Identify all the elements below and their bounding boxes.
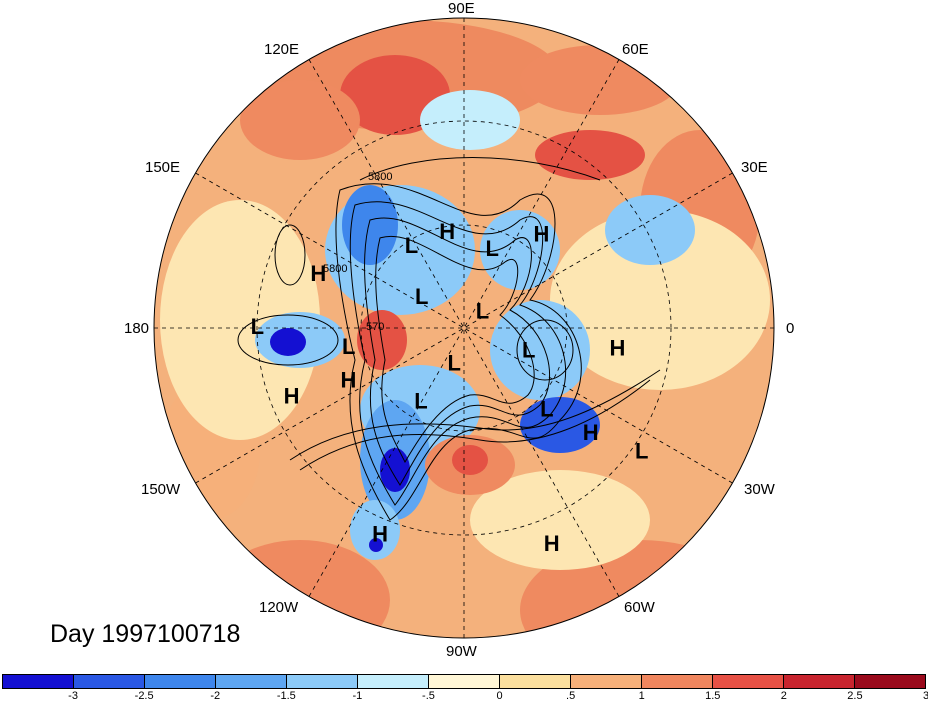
high-pressure-label: H bbox=[284, 383, 300, 408]
high-pressure-label: H bbox=[610, 335, 626, 360]
map-title: Day 1997100718 bbox=[50, 620, 241, 648]
warm-anomaly-urals bbox=[535, 130, 645, 180]
lon-label-60w: 60W bbox=[624, 599, 655, 616]
low-pressure-label: L bbox=[635, 438, 648, 463]
colorbar-tick-label: 0 bbox=[496, 690, 503, 702]
high-pressure-label: H bbox=[534, 221, 550, 246]
colorbar-segment bbox=[571, 675, 642, 688]
lon-label-150w: 150W bbox=[141, 481, 181, 498]
low-pressure-label: L bbox=[405, 233, 418, 258]
contour-label: 570 bbox=[366, 321, 384, 333]
low-pressure-label: L bbox=[447, 350, 460, 375]
colorbar-segment bbox=[145, 675, 216, 688]
cool-anomaly bbox=[490, 300, 590, 400]
height-contours bbox=[237, 157, 661, 521]
warm-anomaly bbox=[520, 45, 680, 115]
colorbar-segment bbox=[855, 675, 925, 688]
colorbar-segment bbox=[500, 675, 571, 688]
high-pressure-label: H bbox=[372, 521, 388, 546]
colorbar-tick-label: 2.5 bbox=[847, 690, 863, 702]
cold-anomaly bbox=[380, 448, 410, 492]
cool-anomaly bbox=[605, 195, 695, 265]
low-pressure-label: L bbox=[251, 314, 264, 339]
low-pressure-label: L bbox=[486, 236, 499, 261]
colorbar-tick-label: .5 bbox=[566, 690, 576, 702]
low-pressure-label: L bbox=[540, 397, 553, 422]
low-pressure-label: L bbox=[342, 334, 355, 359]
lon-label-120w: 120W bbox=[259, 599, 299, 616]
lon-label-30e: 30E bbox=[741, 159, 768, 176]
lon-label-60e: 60E bbox=[622, 41, 649, 58]
low-pressure-label: L bbox=[414, 388, 427, 413]
colorbar-tick-label: 1.5 bbox=[705, 690, 721, 702]
colorbar-segment bbox=[429, 675, 500, 688]
colorbar-tick-label: -2.5 bbox=[134, 690, 154, 702]
cool-anomaly bbox=[480, 210, 560, 290]
warm-anomaly bbox=[445, 305, 495, 345]
colorbar-tick-label: 1 bbox=[638, 690, 645, 702]
high-pressure-label: H bbox=[341, 368, 357, 393]
colorbar-segment bbox=[642, 675, 713, 688]
low-pressure-label: L bbox=[522, 337, 535, 362]
colorbar bbox=[2, 674, 926, 689]
lat-lon-grid bbox=[154, 18, 774, 638]
high-pressure-label: H bbox=[544, 531, 560, 556]
colorbar-segment bbox=[216, 675, 287, 688]
lon-label-90w: 90W bbox=[446, 643, 477, 660]
low-pressure-label: L bbox=[415, 284, 428, 309]
colorbar-tick-label: -.5 bbox=[422, 690, 435, 702]
colorbar-segment bbox=[713, 675, 784, 688]
cold-anomaly bbox=[270, 328, 306, 356]
neutral-anomaly bbox=[160, 200, 320, 440]
high-pressure-label: H bbox=[310, 261, 326, 286]
warm-anomaly-us bbox=[452, 445, 488, 475]
anomaly-field bbox=[154, 18, 774, 638]
colorbar-segment bbox=[784, 675, 855, 688]
colorbar-tick-label: -2 bbox=[210, 690, 221, 702]
colorbar-segment bbox=[74, 675, 145, 688]
lon-label-30w: 30W bbox=[744, 481, 775, 498]
high-pressure-label: H bbox=[583, 420, 599, 445]
colorbar-segment bbox=[358, 675, 429, 688]
colorbar-segment bbox=[287, 675, 358, 688]
colorbar-tick-label: 3 bbox=[922, 690, 928, 702]
colorbar-tick-label: -3 bbox=[68, 690, 78, 702]
colorbar-tick-label: 2 bbox=[780, 690, 787, 702]
contour-label: 5800 bbox=[368, 171, 392, 183]
lon-label-180: 180 bbox=[124, 320, 150, 337]
neutral-anomaly bbox=[470, 470, 650, 570]
warm-anomaly bbox=[240, 80, 360, 160]
lon-label-150e: 150E bbox=[145, 159, 181, 176]
colorbar-tick-label: -1 bbox=[352, 690, 363, 702]
colorbar-segment bbox=[3, 675, 74, 688]
lon-label-90e: 90E bbox=[448, 0, 475, 17]
lon-label-120e: 120E bbox=[264, 41, 300, 58]
cold-anomaly bbox=[369, 538, 383, 552]
map-border bbox=[153, 17, 775, 639]
cool-anomaly bbox=[420, 90, 520, 150]
neutral-anomaly bbox=[550, 210, 770, 390]
lon-label-0: 0 bbox=[786, 320, 795, 337]
high-pressure-label: H bbox=[439, 219, 455, 244]
colorbar-tick-label: -1.5 bbox=[276, 690, 296, 702]
contour-label: 5800 bbox=[323, 263, 347, 275]
low-pressure-label: L bbox=[476, 298, 489, 323]
cold-anomaly bbox=[520, 397, 600, 453]
